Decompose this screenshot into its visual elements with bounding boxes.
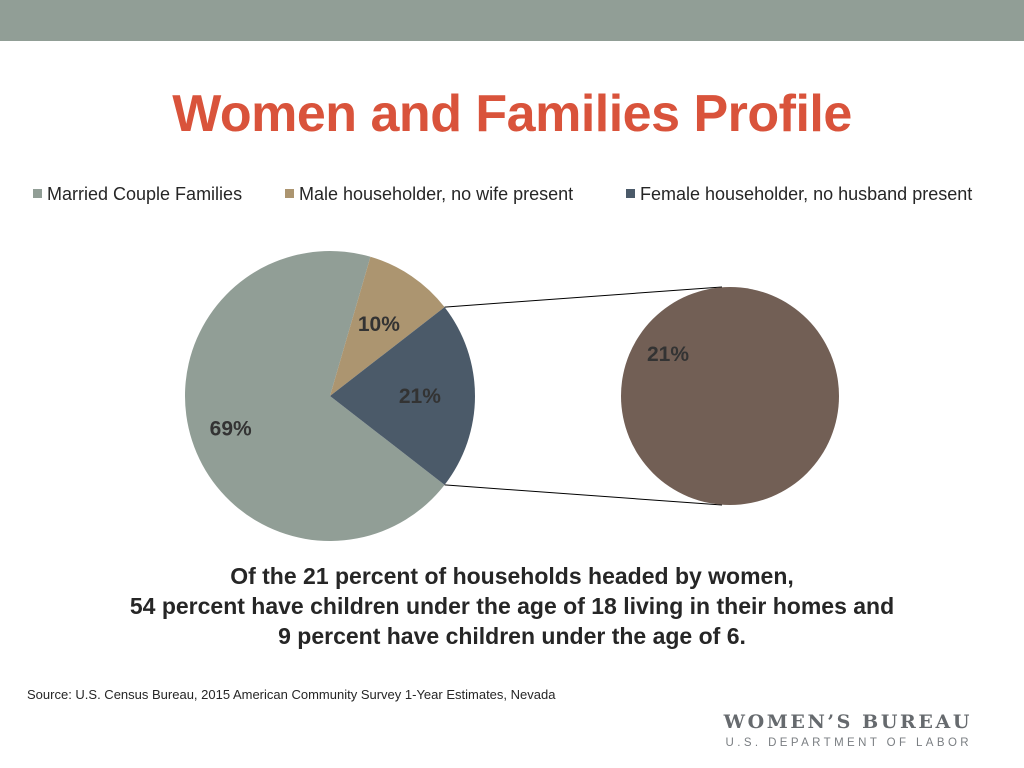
legend-item-female: Female householder, no husband present [626,184,972,205]
summary-caption: Of the 21 percent of households headed b… [0,561,1024,651]
pie-slice-male [330,256,445,396]
womens-bureau-logo: WOMEN’S BUREAU U.S. DEPARTMENT OF LABOR [724,711,972,751]
data-label-married: 69% [210,417,252,440]
pie-slice-female [330,307,475,485]
source-note: Source: U.S. Census Bureau, 2015 America… [27,687,556,702]
legend-swatch-female [626,189,635,198]
connector-line-top [444,286,723,308]
data-label-male: 10% [358,313,400,336]
data-label-female: 21% [399,385,441,408]
caption-line-1: Of the 21 percent of households headed b… [230,563,794,589]
data-label-secondary: 21% [647,343,689,366]
legend-swatch-married [33,189,42,198]
legend-swatch-male [285,189,294,198]
legend-label-female: Female householder, no husband present [640,184,973,204]
caption-line-2: 54 percent have children under the age o… [129,593,895,619]
legend-label-married: Married Couple Families [47,184,243,204]
header-bar [0,0,1024,41]
logo-main-text: WOMEN’S BUREAU [723,711,972,733]
slide-title: Women and Families Profile [172,85,852,143]
pie-of-pie-chart: 69% 10% 21% 21% [184,251,839,542]
caption-line-3: 9 percent have children under the age of… [278,623,746,649]
legend-item-male: Male householder, no wife present [285,184,573,205]
legend-label-male: Male householder, no wife present [299,184,574,204]
legend-item-married: Married Couple Families [33,184,242,205]
pie-slice-married [184,251,445,542]
logo-sub-text: U.S. DEPARTMENT OF LABOR [725,737,972,749]
secondary-pie-female [621,287,839,505]
connector-line-bottom [444,484,723,506]
chart-legend: Married Couple Families Male householder… [0,184,1024,208]
